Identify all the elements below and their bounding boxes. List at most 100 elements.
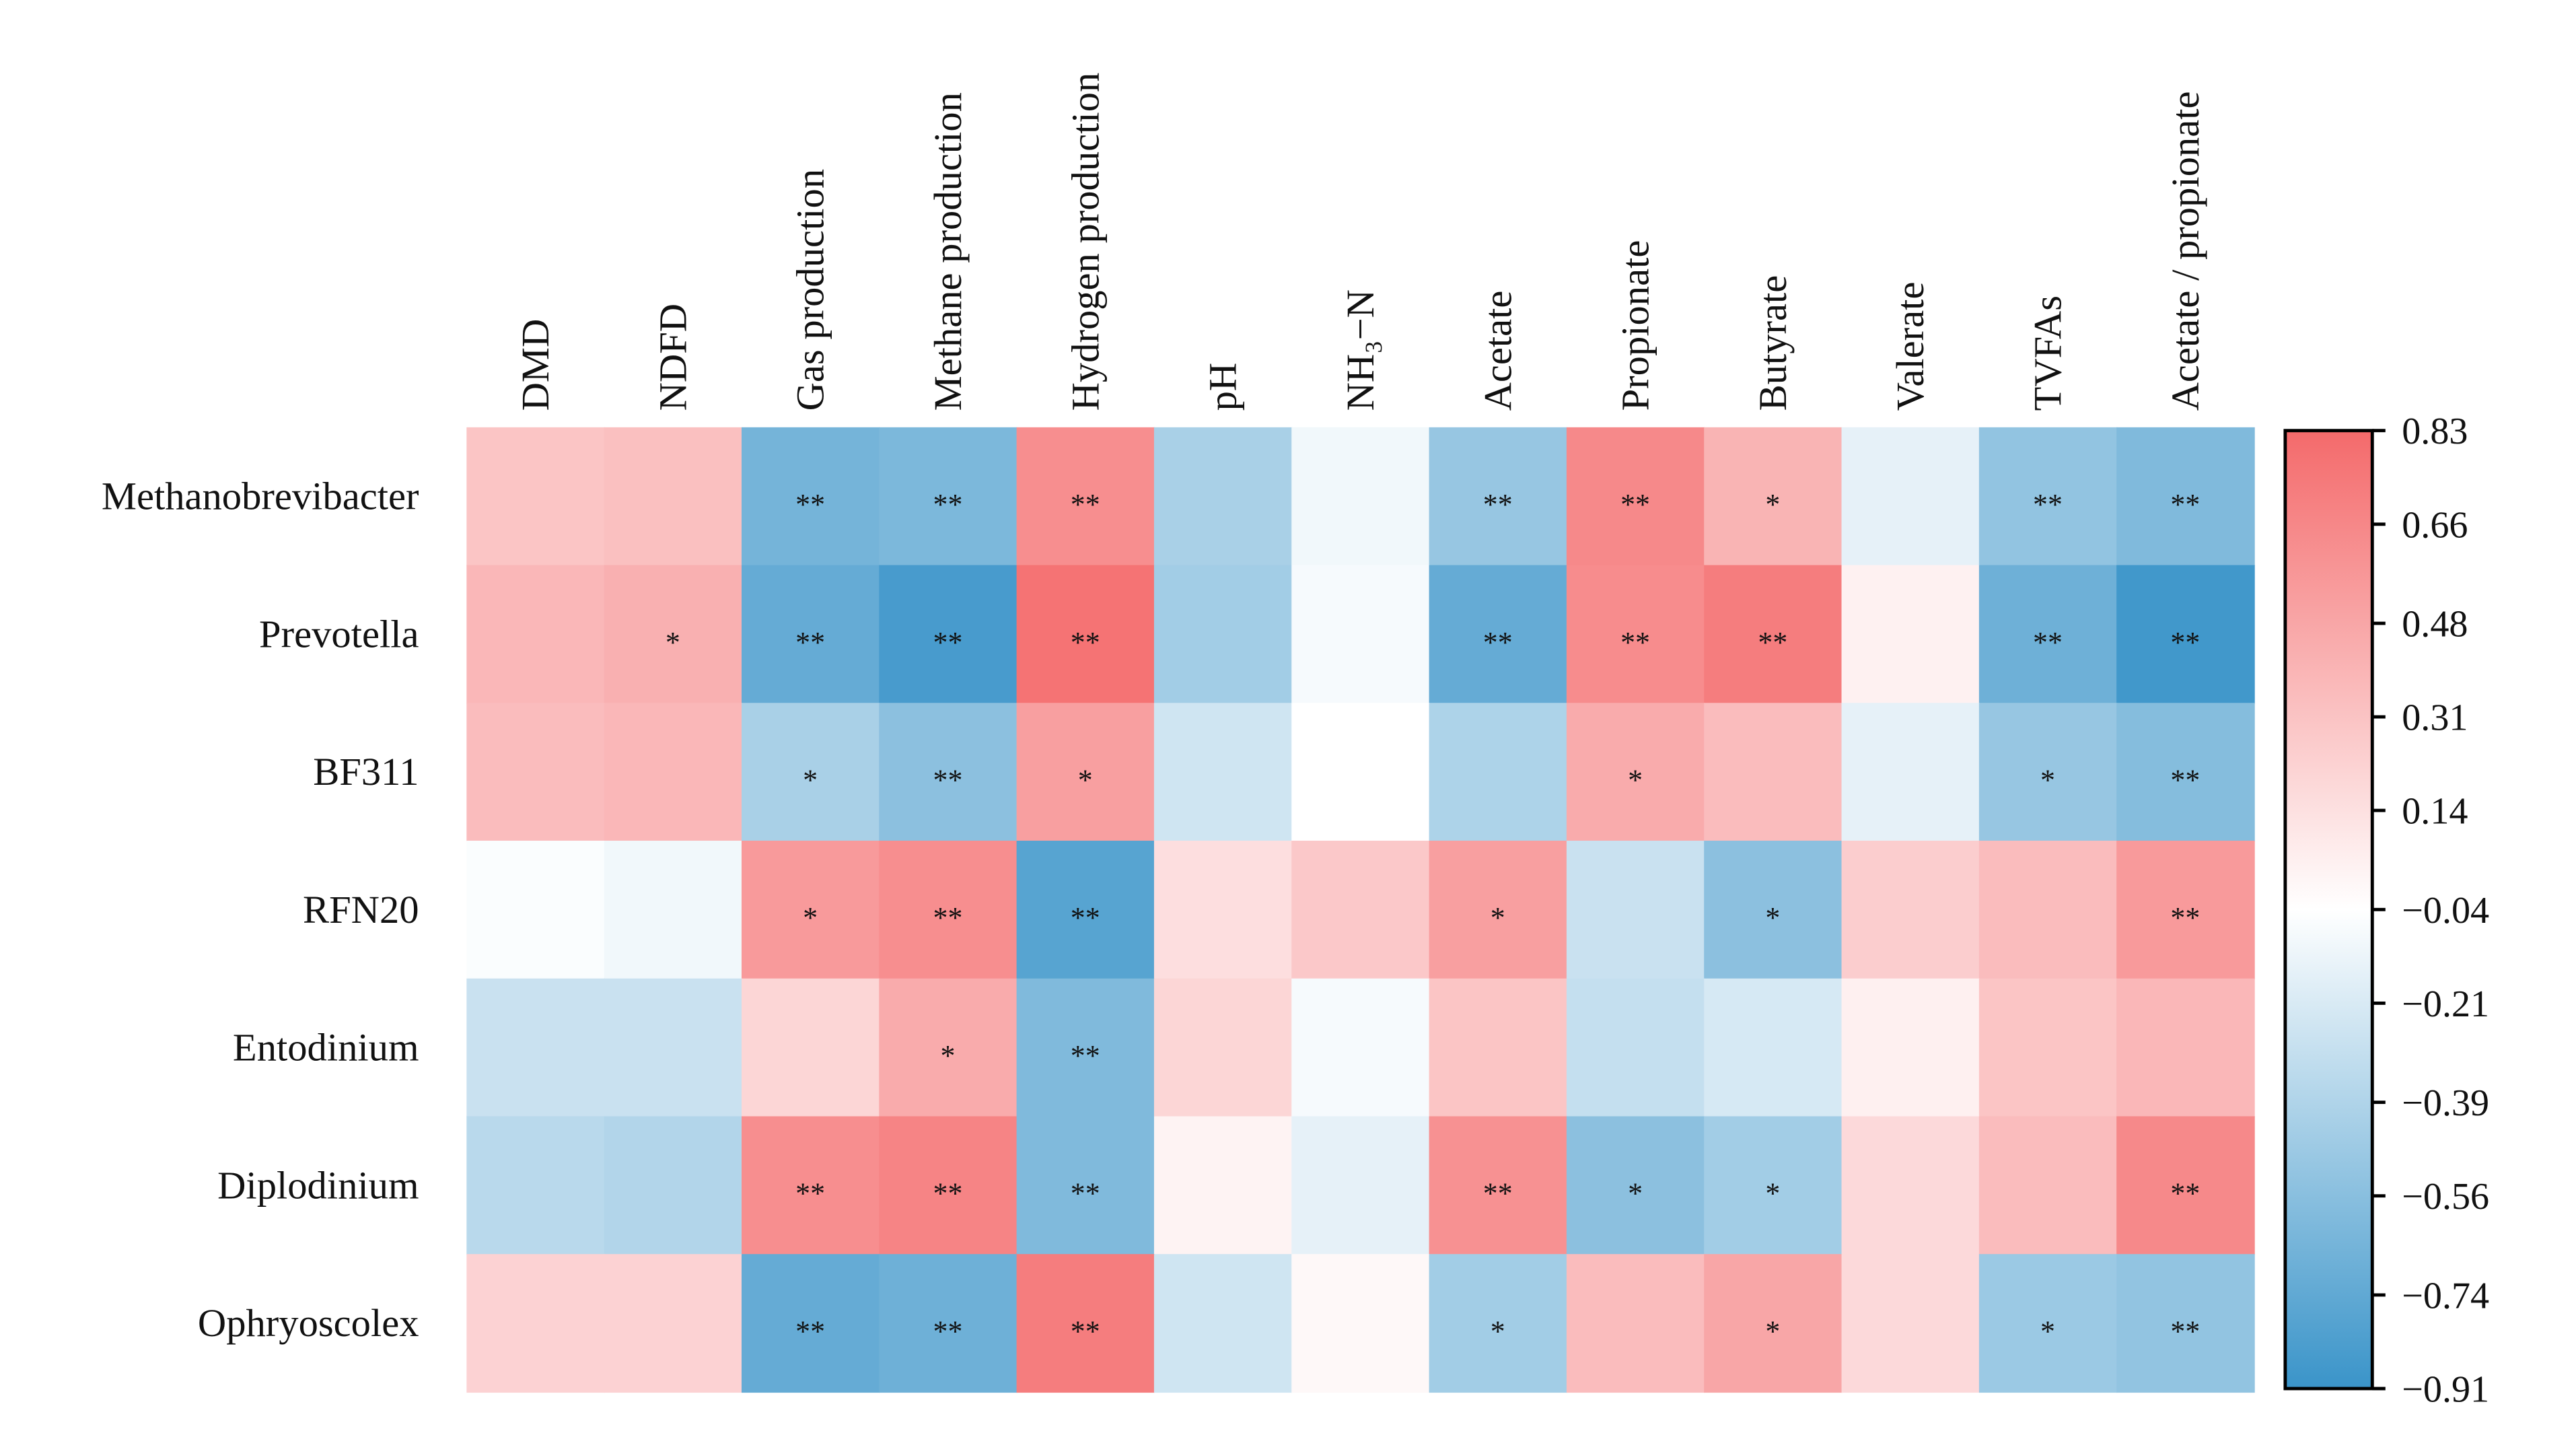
cell bbox=[1016, 1254, 1155, 1393]
cell bbox=[879, 703, 1017, 842]
cell bbox=[1016, 427, 1155, 566]
colorbar-tick-label: 0.48 bbox=[2402, 604, 2468, 645]
cell bbox=[1566, 978, 1705, 1117]
significance-mark: * bbox=[1491, 901, 1505, 934]
row-label: Entodinium bbox=[233, 1026, 419, 1070]
significance-mark: ** bbox=[2033, 488, 2063, 521]
column-label: Acetate / propionate bbox=[2163, 91, 2207, 411]
significance-mark: * bbox=[940, 1039, 955, 1072]
significance-mark: ** bbox=[1483, 488, 1513, 521]
cell bbox=[741, 427, 880, 566]
significance-mark: ** bbox=[2170, 763, 2200, 796]
cell bbox=[879, 1116, 1017, 1255]
cell bbox=[1841, 427, 1980, 566]
cell bbox=[1291, 565, 1430, 704]
cell bbox=[1429, 565, 1568, 704]
colorbar-tick-label: 0.31 bbox=[2402, 697, 2468, 739]
significance-mark: * bbox=[803, 763, 818, 796]
significance-mark: ** bbox=[2170, 1177, 2200, 1210]
colorbar bbox=[2283, 429, 2374, 1391]
cell bbox=[1978, 1116, 2118, 1255]
cell bbox=[1429, 1254, 1568, 1393]
significance-mark: * bbox=[1491, 1315, 1505, 1348]
cell bbox=[1841, 840, 1980, 979]
labels: Methanobrevibacter Prevotella BF311 RFN20 En… bbox=[102, 73, 2207, 1345]
cell bbox=[1153, 427, 1293, 566]
significance-mark: ** bbox=[795, 1177, 825, 1210]
cell bbox=[1978, 1254, 2118, 1393]
significance-mark: ** bbox=[1071, 1315, 1100, 1348]
cell bbox=[604, 1254, 743, 1393]
cell bbox=[1153, 565, 1293, 704]
column-label: Valerate bbox=[1888, 282, 1932, 411]
row-label: Prevotella bbox=[259, 612, 419, 656]
significance-mark: * bbox=[1628, 763, 1643, 796]
colorbar-tick-label: 0.83 bbox=[2402, 411, 2468, 452]
significance-mark: ** bbox=[795, 1315, 825, 1348]
cell bbox=[741, 1116, 880, 1255]
colorbar-ticks: 0.83 0.66 0.48 0.31 0.14 −0.04 −0.21 −0.39 −0.56… bbox=[2372, 411, 2489, 1411]
colorbar-tick-label: −0.04 bbox=[2402, 890, 2489, 932]
significance-mark: * bbox=[1765, 1315, 1780, 1348]
cell bbox=[1566, 565, 1705, 704]
significance-mark: ** bbox=[795, 488, 825, 521]
cell bbox=[1429, 703, 1568, 842]
significance-mark: * bbox=[2040, 763, 2055, 796]
cell bbox=[879, 978, 1017, 1117]
significance-mark: * bbox=[803, 901, 818, 934]
cell bbox=[1704, 840, 1842, 979]
significance-mark: ** bbox=[1483, 1177, 1513, 1210]
column-label: Propionate bbox=[1614, 240, 1657, 411]
row-label: RFN20 bbox=[303, 888, 419, 932]
significance-mark: ** bbox=[1620, 488, 1650, 521]
colorbar-tick-label: −0.91 bbox=[2402, 1369, 2489, 1411]
row-label: Diplodinium bbox=[217, 1163, 419, 1207]
cell bbox=[741, 565, 880, 704]
significance-mark: ** bbox=[2170, 626, 2200, 659]
cell bbox=[1016, 703, 1155, 842]
cell bbox=[1704, 1116, 1842, 1255]
cell bbox=[466, 565, 605, 704]
cell bbox=[604, 565, 743, 704]
cell bbox=[1978, 703, 2118, 842]
cell bbox=[466, 703, 605, 842]
cell bbox=[1291, 1254, 1430, 1393]
cell bbox=[2116, 703, 2255, 842]
significance-mark: * bbox=[1628, 1177, 1643, 1210]
column-label: TVFAs bbox=[2026, 295, 2070, 411]
cell bbox=[1841, 703, 1980, 842]
cell bbox=[879, 565, 1017, 704]
significance-mark: ** bbox=[1071, 488, 1100, 521]
cell bbox=[1429, 978, 1568, 1117]
cell bbox=[1153, 1116, 1293, 1255]
cell bbox=[1566, 840, 1705, 979]
significance-mark: ** bbox=[2170, 488, 2200, 521]
significance-mark: * bbox=[1078, 763, 1093, 796]
significance-mark: ** bbox=[2170, 1315, 2200, 1348]
row-label: Ophryoscolex bbox=[198, 1301, 419, 1345]
colorbar-tick-label: −0.39 bbox=[2402, 1082, 2489, 1124]
significance-mark: * bbox=[2040, 1315, 2055, 1348]
significance-mark: ** bbox=[795, 626, 825, 659]
significance-mark: * bbox=[666, 626, 680, 659]
cell bbox=[604, 427, 743, 566]
colorbar-tick-label: −0.56 bbox=[2402, 1176, 2489, 1218]
cell bbox=[1291, 427, 1430, 566]
cell bbox=[1704, 978, 1842, 1117]
cell bbox=[879, 840, 1017, 979]
cell bbox=[2116, 978, 2255, 1117]
column-label: Hydrogen production bbox=[1063, 73, 1107, 411]
cell bbox=[879, 1254, 1017, 1393]
cell bbox=[466, 1254, 605, 1393]
cell bbox=[1978, 840, 2118, 979]
significance-mark: ** bbox=[1620, 626, 1650, 659]
cell bbox=[1429, 840, 1568, 979]
cell bbox=[1566, 1116, 1705, 1255]
cell bbox=[1153, 978, 1293, 1117]
cell bbox=[1429, 1116, 1568, 1255]
cell bbox=[1704, 1254, 1842, 1393]
significance-mark: ** bbox=[1071, 1177, 1100, 1210]
cell bbox=[1978, 978, 2118, 1117]
cell bbox=[1704, 565, 1842, 704]
